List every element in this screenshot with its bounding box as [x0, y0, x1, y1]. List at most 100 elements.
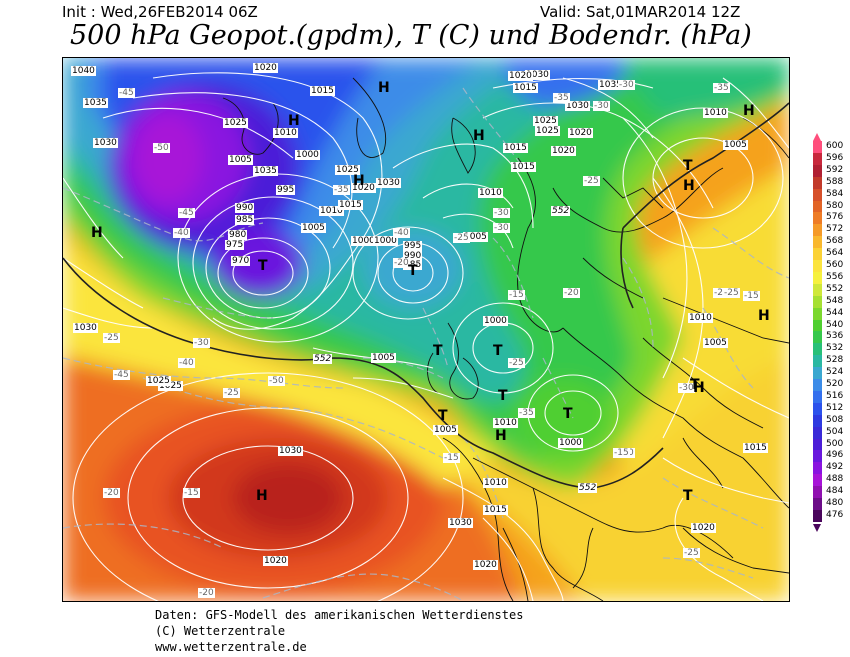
legend-entry: 540	[811, 319, 849, 332]
legend-entry: 476	[811, 509, 849, 522]
legend-label: 600	[826, 141, 844, 151]
legend-swatch	[813, 224, 822, 237]
isobar-label: 1000	[351, 236, 376, 246]
isobar-label: 1030	[93, 138, 118, 148]
isobar-label: 1015	[513, 83, 538, 93]
legend-swatch	[813, 271, 822, 284]
high-pressure-marker: H	[758, 308, 770, 324]
legend-label: 560	[826, 260, 844, 270]
low-pressure-marker: T	[258, 258, 268, 274]
legend-label: 540	[826, 319, 844, 330]
isotherm-label: -25	[453, 233, 470, 243]
legend-label: 512	[826, 402, 844, 413]
isobar-label: 1010	[319, 206, 344, 216]
legend-entry: 584	[811, 188, 849, 201]
isotherm-label: -40	[173, 228, 190, 238]
legend-label: 576	[826, 212, 844, 223]
isotherm-label: -15	[443, 453, 460, 463]
legend-swatch	[813, 367, 822, 380]
isobar-label: 1005	[703, 338, 728, 348]
isotherm-label: -45	[113, 370, 130, 380]
isobar-label: 1010	[493, 418, 518, 428]
init-time: Init : Wed,26FEB2014 06Z	[62, 3, 258, 21]
isotherm-label: -50	[153, 143, 170, 153]
isobars	[63, 72, 789, 601]
low-pressure-marker: T	[433, 343, 443, 359]
high-pressure-marker: H	[353, 173, 365, 189]
high-pressure-marker: H	[743, 103, 755, 119]
isobar-label: 1005	[371, 353, 396, 363]
legend-entry: 480	[811, 498, 849, 510]
isotherm-label: -25	[713, 288, 730, 298]
isobar-label: 1010	[273, 128, 298, 138]
legend-entry: 572	[811, 224, 849, 237]
legend-swatch	[813, 307, 822, 320]
legend-label: 544	[826, 307, 844, 318]
isotherm-label: -45	[118, 88, 135, 98]
isobar-label: 1015	[511, 162, 536, 172]
legend-entry: 564	[811, 248, 849, 261]
isobar-label: 1015	[310, 86, 335, 96]
isobar-label: 995	[403, 241, 423, 251]
isobar-label: 1020	[351, 183, 376, 193]
isobar-label: 1020	[691, 523, 716, 533]
legend-label: 504	[826, 426, 844, 437]
legend-swatch	[813, 236, 822, 249]
legend-label: 548	[826, 295, 844, 306]
isotherm-label: -45	[178, 208, 195, 218]
legend-label: 500	[826, 438, 844, 449]
legend-entry: 512	[811, 402, 849, 415]
isobar-label: 1005	[433, 425, 458, 435]
isotherm-label: -20	[393, 258, 410, 268]
isobar-label: 1025	[146, 376, 171, 386]
legend-swatch	[813, 474, 822, 487]
low-pressure-marker: T	[498, 388, 508, 404]
legend-entry: 548	[811, 295, 849, 308]
legend-label: 476	[826, 509, 844, 520]
low-pressure-marker: T	[493, 343, 503, 359]
geopotential-legend: 600 596 592 588 584 580 576 572 568 564 560 556 552 5…	[811, 133, 849, 532]
isobar-label: 1015	[483, 505, 508, 515]
isotherm-label: -15	[183, 488, 200, 498]
legend-entry: 500	[811, 438, 849, 451]
high-pressure-marker: H	[683, 178, 695, 194]
legend-swatch	[813, 283, 822, 296]
legend-label: 596	[826, 152, 844, 163]
high-pressure-marker: H	[495, 428, 507, 444]
legend-entry: 568	[811, 236, 849, 249]
legend-top-arrow	[813, 133, 821, 141]
legend-label: 492	[826, 462, 844, 473]
low-pressure-marker: T	[563, 406, 573, 422]
isobar-label: 1035	[253, 166, 278, 176]
legend-swatch	[813, 498, 822, 510]
legend-swatch	[813, 248, 822, 261]
legend-entry: 532	[811, 343, 849, 356]
isobar-label: 1025	[158, 381, 183, 391]
legend-swatch	[813, 450, 822, 463]
legend-bottom-arrow	[813, 523, 821, 532]
isobar-label: 1035	[83, 98, 108, 108]
isobar-label: 1015	[338, 200, 363, 210]
legend-swatch	[813, 379, 822, 391]
isobar-label: 1005	[301, 223, 326, 233]
legend-swatch	[813, 402, 822, 415]
legend-entry: 552	[811, 283, 849, 296]
isobar-label: 1010	[688, 313, 713, 323]
low-pressure-marker: T	[408, 263, 418, 279]
isobar-label: 1010	[478, 188, 503, 198]
isobar-label: 1030	[525, 70, 550, 80]
low-pressure-marker: T	[690, 377, 700, 393]
legend-label: 552	[826, 283, 844, 294]
isobar-label: 980	[228, 230, 248, 240]
isobar-label: 1030	[376, 178, 401, 188]
isobar-label: 1000	[373, 236, 398, 246]
legend-entry: 492	[811, 462, 849, 475]
isobar-label: 985	[235, 215, 255, 225]
isotherm-label: -25	[723, 288, 740, 298]
high-pressure-marker: H	[378, 80, 390, 96]
legend-entry: 528	[811, 355, 849, 368]
isotherms	[63, 87, 789, 601]
footer-website: www.wetterzentrale.de	[155, 640, 307, 654]
legend-entry: 504	[811, 426, 849, 439]
isobar-label: 1025	[533, 116, 558, 126]
